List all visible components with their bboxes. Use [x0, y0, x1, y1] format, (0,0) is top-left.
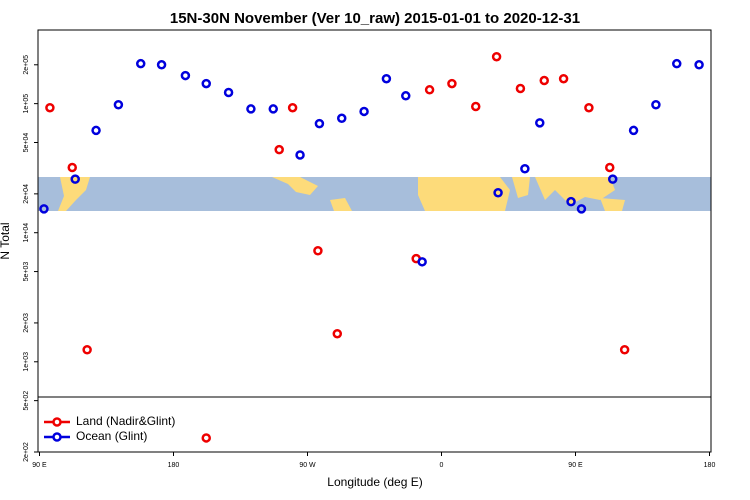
y-tick-label: 1e+03	[23, 352, 30, 372]
point	[584, 102, 594, 113]
point	[45, 102, 55, 113]
y-tick-label: 5e+03	[23, 262, 30, 282]
point	[201, 78, 211, 89]
y-tick-label: 2e+03	[23, 313, 30, 333]
point	[67, 162, 77, 173]
legend-marker	[52, 432, 62, 442]
legend-label: Ocean (Glint)	[76, 429, 147, 443]
point	[156, 60, 167, 70]
point	[539, 75, 549, 86]
point	[246, 104, 256, 114]
point	[424, 85, 435, 95]
y-tick-label: 5e+02	[23, 391, 30, 411]
point	[336, 113, 347, 124]
map-band	[38, 177, 711, 211]
x-tick-label: 0	[440, 462, 444, 469]
point	[447, 78, 457, 89]
point	[359, 106, 369, 117]
point	[314, 118, 325, 129]
point	[558, 73, 569, 84]
point	[70, 174, 80, 184]
point	[287, 102, 298, 113]
point	[515, 83, 526, 94]
legend-label: Land (Nadir&Glint)	[76, 414, 175, 428]
point	[113, 100, 124, 110]
point	[607, 174, 618, 184]
point	[268, 104, 279, 114]
plot-frame	[37, 29, 712, 453]
point	[135, 58, 146, 69]
point	[491, 51, 502, 62]
point	[576, 204, 587, 214]
point	[628, 125, 639, 136]
point	[91, 125, 101, 136]
point	[313, 245, 323, 256]
point	[180, 70, 191, 81]
point	[566, 196, 576, 207]
point	[223, 87, 234, 98]
point	[605, 162, 615, 173]
y-tick-label: 5e+04	[23, 133, 30, 153]
point	[274, 144, 284, 155]
point	[672, 58, 682, 69]
point	[694, 60, 704, 70]
point	[520, 164, 530, 174]
point	[82, 344, 92, 355]
point	[39, 204, 49, 214]
x-tick-label: 90 E	[568, 462, 583, 469]
y-tick-label: 2e+02	[23, 442, 30, 462]
point	[493, 187, 503, 198]
x-tick-label: 180	[168, 462, 180, 469]
chart-title: 15N-30N November (Ver 10_raw) 2015-01-01…	[170, 10, 580, 27]
y-tick-label: 2e+04	[23, 184, 30, 204]
legend-marker	[52, 417, 62, 427]
point	[535, 118, 545, 128]
y-tick-label: 2e+05	[23, 55, 30, 75]
x-axis-label: Longitude (deg E)	[327, 475, 422, 489]
y-tick-label: 1e+05	[23, 94, 30, 114]
point	[401, 91, 411, 101]
x-tick-label: 90 W	[299, 462, 316, 469]
point	[201, 433, 211, 443]
point	[332, 328, 343, 339]
point	[470, 101, 481, 112]
x-tick-label: 90 E	[32, 462, 47, 469]
point	[619, 344, 630, 355]
y-tick-label: 1e+04	[23, 223, 30, 243]
point	[417, 257, 427, 267]
point	[295, 150, 305, 160]
point	[381, 73, 392, 84]
y-axis-label: N Total	[0, 222, 12, 259]
point	[651, 100, 661, 110]
x-tick-label: 180	[704, 462, 716, 469]
